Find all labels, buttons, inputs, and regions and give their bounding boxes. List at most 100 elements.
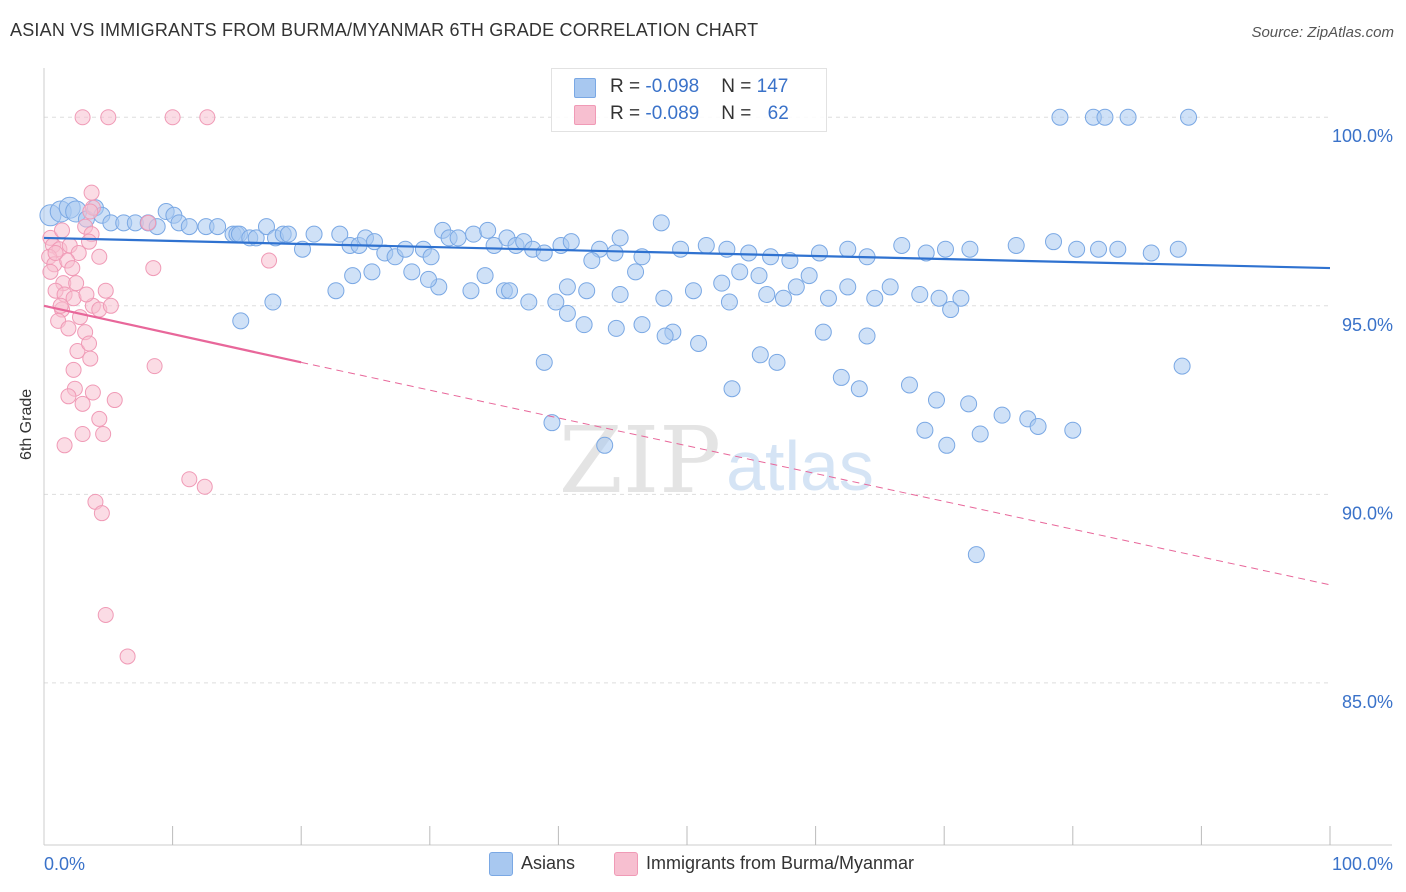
- burma-points: [41, 109, 278, 665]
- asians-point: [916, 421, 934, 439]
- x-tick-label: 100.0%: [1332, 854, 1393, 874]
- asians-point: [1051, 108, 1069, 126]
- y-axis-label: 6th Grade: [18, 388, 35, 460]
- asians-point: [558, 278, 576, 296]
- burma-point: [78, 286, 95, 303]
- asians-point: [850, 380, 868, 398]
- asians-point: [1109, 240, 1127, 258]
- burma-point: [140, 214, 157, 231]
- burma-point: [68, 275, 85, 292]
- asians-point: [363, 263, 381, 281]
- asians-point: [543, 414, 561, 432]
- burma-point: [74, 109, 91, 126]
- asians-point: [800, 267, 818, 285]
- asians-point: [396, 240, 414, 258]
- asians-point: [690, 334, 708, 352]
- asians-point: [264, 293, 282, 311]
- asians-point: [911, 285, 929, 303]
- asians-point: [547, 293, 565, 311]
- asians-point: [520, 293, 538, 311]
- burma-point: [60, 388, 77, 405]
- asians-point: [344, 267, 362, 285]
- asians-point: [971, 425, 989, 443]
- asians-point: [232, 312, 250, 330]
- asians-point: [1096, 108, 1114, 126]
- burma-point: [70, 244, 87, 261]
- asians-point: [1007, 236, 1025, 254]
- stats-text-asians: R = -0.098 N = 147: [610, 76, 788, 98]
- asians-point: [750, 267, 768, 285]
- n-value: 147: [756, 76, 789, 97]
- asians-point: [535, 244, 553, 262]
- asians-point: [993, 406, 1011, 424]
- r-label: R =: [610, 103, 646, 124]
- asians-point: [279, 225, 297, 243]
- asians-point: [652, 214, 670, 232]
- asians-point: [881, 278, 899, 296]
- asians-point: [961, 240, 979, 258]
- burma-point: [196, 478, 213, 495]
- axis-ticks: [172, 826, 1331, 845]
- asians-point: [535, 353, 553, 371]
- asians-point: [1180, 108, 1198, 126]
- burma-point: [81, 335, 98, 352]
- stats-text-burma: R = -0.089 N = 62: [610, 103, 789, 125]
- asians-point: [656, 327, 674, 345]
- chart-title: ASIAN VS IMMIGRANTS FROM BURMA/MYANMAR 6…: [10, 20, 759, 40]
- asians-point: [462, 282, 480, 300]
- burma-point: [54, 222, 71, 239]
- asians-point: [819, 289, 837, 307]
- asians-point: [927, 391, 945, 409]
- asians-point: [740, 244, 758, 262]
- asians-point: [607, 319, 625, 337]
- asians-point: [938, 436, 956, 454]
- asians-point: [1068, 240, 1086, 258]
- burma-point: [93, 505, 110, 522]
- asians-point: [583, 252, 601, 270]
- burma-point: [146, 358, 163, 375]
- burma-point: [64, 260, 81, 277]
- asians-point: [422, 248, 440, 266]
- burma-point: [261, 252, 278, 269]
- r-value: -0.098: [645, 76, 700, 97]
- burma-point: [74, 395, 91, 412]
- asians-point: [930, 289, 948, 307]
- watermark-atlas: atlas: [726, 427, 874, 505]
- burma-point: [97, 282, 114, 299]
- burma-point: [82, 350, 99, 367]
- burma-point: [82, 203, 99, 220]
- n-label: N =: [721, 76, 757, 97]
- asians-point: [960, 395, 978, 413]
- burma-point: [95, 425, 112, 442]
- asians-point: [810, 244, 828, 262]
- burma-point: [56, 437, 73, 454]
- asians-point: [952, 289, 970, 307]
- asians-point: [684, 282, 702, 300]
- asians-point: [1142, 244, 1160, 262]
- asians-point: [578, 282, 596, 300]
- asians-point: [672, 240, 690, 258]
- asians-points: [39, 108, 1198, 564]
- asians-point: [449, 229, 467, 247]
- burma-point: [83, 184, 100, 201]
- asians-point: [562, 233, 580, 251]
- asians-point: [293, 240, 311, 258]
- burma-point: [74, 425, 91, 442]
- asians-point: [479, 221, 497, 239]
- asians-point: [257, 218, 275, 236]
- asians-point: [1173, 357, 1191, 375]
- asians-point: [697, 236, 715, 254]
- burma-trend-line: [43, 304, 302, 364]
- burma-point: [145, 260, 162, 277]
- asians-point: [209, 218, 227, 236]
- asians-point: [713, 274, 731, 292]
- asians-point: [839, 278, 857, 296]
- asians-point: [476, 267, 494, 285]
- burma-point: [42, 263, 59, 280]
- asians-point: [633, 316, 651, 334]
- n-value: 62: [767, 103, 789, 124]
- asians-point: [942, 301, 960, 319]
- asians-point: [575, 316, 593, 334]
- legend-label-burma: Immigrants from Burma/Myanmar: [646, 853, 915, 873]
